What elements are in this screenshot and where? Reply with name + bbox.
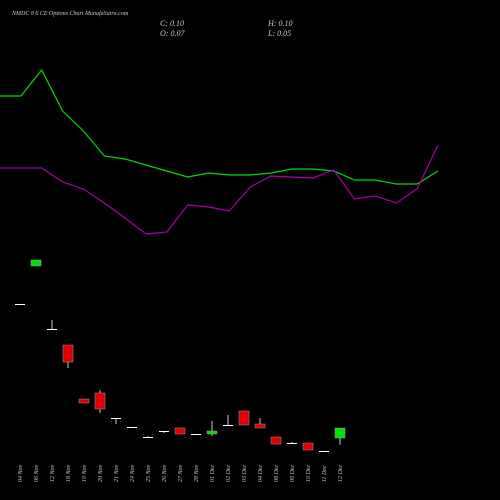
- stat: C: 0.10: [160, 19, 184, 28]
- candle-body: [94, 392, 106, 410]
- candle-body: [254, 423, 266, 429]
- x-tick-label: 27 Nov: [178, 464, 184, 482]
- x-tick-label: 26 Nov: [162, 464, 168, 482]
- candle-body: [127, 427, 137, 428]
- x-tick-label: 12 Dec: [338, 465, 344, 482]
- candle-body: [287, 443, 297, 444]
- candle-body: [206, 430, 218, 435]
- candle-body: [62, 344, 74, 363]
- x-tick-label: 24 Nov: [129, 464, 136, 482]
- candle-body: [270, 436, 282, 445]
- x-tick-label: 04 Dec: [257, 465, 264, 482]
- x-tick-label: 02 Dec: [226, 465, 232, 482]
- stat: O: 0.07: [160, 29, 185, 38]
- candle-body: [223, 425, 233, 426]
- candle-body: [30, 259, 42, 267]
- candle-body: [143, 437, 153, 438]
- x-tick-label: 08 Dec: [274, 465, 280, 482]
- candle-body: [111, 418, 121, 419]
- candle-body: [174, 427, 186, 435]
- stat: L: 0.05: [267, 29, 291, 38]
- x-tick-label: 04 Nov: [17, 464, 24, 482]
- x-tick-label: 06 Nov: [34, 464, 40, 482]
- stat: H: 0.10: [267, 19, 292, 28]
- x-tick-label: 18 Nov: [66, 464, 72, 482]
- x-tick-label: 20 Nov: [98, 464, 104, 482]
- candle-body: [159, 431, 169, 432]
- candle-body: [15, 304, 25, 305]
- x-tick-label: 09 Dec: [290, 465, 296, 482]
- x-tick-label: 03 Dec: [242, 465, 248, 482]
- x-tick-label: 25 Nov: [146, 464, 152, 482]
- average-line: [0, 144, 439, 235]
- candle-body: [78, 398, 90, 404]
- candle-body: [334, 427, 346, 439]
- candle-body: [319, 451, 329, 452]
- candle-body: [238, 410, 250, 426]
- average-line: [0, 68, 439, 185]
- x-tick-label: 12 Nov: [50, 464, 56, 482]
- x-tick-label: 11 Dec: [322, 465, 328, 482]
- chart-title: NMDC 8 6 CE Options Chart MunafaSutra.co…: [11, 10, 129, 17]
- x-tick-label: 21 Nov: [114, 464, 120, 482]
- candle-body: [302, 442, 314, 451]
- x-tick-label: 10 Dec: [306, 465, 312, 482]
- candle-body: [47, 329, 57, 330]
- x-tick-label: 19 Nov: [82, 464, 88, 482]
- candle-body: [191, 434, 201, 435]
- x-tick-label: 01 Dec: [210, 465, 216, 482]
- x-tick-label: 28 Nov: [194, 464, 200, 482]
